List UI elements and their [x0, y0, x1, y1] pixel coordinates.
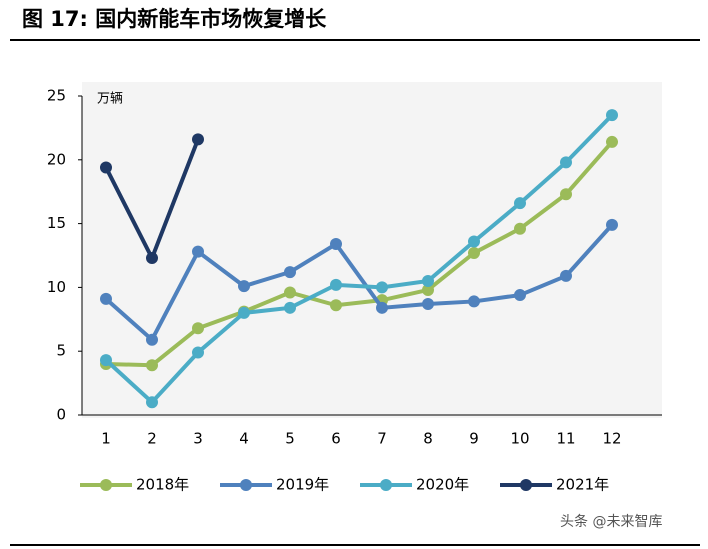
- x-tick-label: 6: [331, 430, 341, 448]
- data-point: [606, 135, 618, 148]
- data-point: [514, 222, 526, 235]
- x-tick-label: 11: [556, 430, 575, 448]
- data-point: [422, 275, 434, 288]
- data-point: [422, 283, 434, 296]
- data-point: [100, 354, 112, 367]
- x-tick-label: 10: [510, 430, 529, 448]
- x-tick-label: 1: [101, 430, 111, 448]
- data-point: [560, 269, 572, 282]
- data-point: [238, 280, 250, 293]
- x-tick-label: 7: [377, 430, 387, 448]
- series-line: [105, 140, 614, 368]
- data-point: [468, 246, 480, 259]
- data-point: [146, 252, 158, 265]
- y-tick-label: 20: [47, 150, 66, 168]
- data-point: [514, 197, 526, 210]
- data-point: [192, 346, 204, 359]
- legend-marker: [520, 479, 532, 491]
- x-tick-label: 8: [423, 430, 433, 448]
- data-point: [146, 359, 158, 372]
- y-unit: 万辆: [97, 92, 123, 107]
- chart-title: 图 17: 国内新能车市场恢复增长: [22, 7, 327, 31]
- y-tick-label: 15: [47, 214, 66, 232]
- x-tick-label: 5: [285, 430, 295, 448]
- data-point: [606, 218, 618, 231]
- data-point: [100, 292, 112, 305]
- x-tick-label: 2: [147, 430, 157, 448]
- data-point: [514, 289, 526, 302]
- y-tick-label: 25: [47, 87, 66, 105]
- watermark: 头条 @未来智库: [560, 513, 662, 530]
- series-line: [104, 223, 614, 343]
- x-tick-label: 9: [469, 430, 479, 448]
- data-point: [146, 333, 158, 346]
- y-tick-label: 10: [47, 278, 66, 296]
- legend-marker: [100, 479, 112, 491]
- data-point: [146, 396, 158, 409]
- data-point: [330, 238, 342, 251]
- data-point: [560, 156, 572, 169]
- legend-label: 2018年: [136, 476, 189, 494]
- data-point: [376, 301, 388, 314]
- y-tick-label: 0: [56, 406, 66, 424]
- data-point: [468, 295, 480, 308]
- data-point: [238, 306, 250, 319]
- data-point: [192, 245, 204, 258]
- data-point: [284, 301, 296, 314]
- data-point: [192, 133, 204, 146]
- plot-background: [82, 82, 662, 418]
- x-tick-label: 3: [193, 430, 203, 448]
- legend-label: 2021年: [556, 476, 609, 494]
- data-point: [560, 188, 572, 201]
- legend-label: 2019年: [276, 476, 329, 494]
- legend-marker: [240, 479, 252, 491]
- data-point: [606, 109, 618, 122]
- data-point: [330, 278, 342, 291]
- series-line: [104, 113, 614, 406]
- data-point: [422, 297, 434, 310]
- y-tick-label: 5: [56, 342, 66, 360]
- legend-marker: [380, 479, 392, 491]
- data-point: [330, 299, 342, 312]
- x-tick-label: 12: [602, 430, 621, 448]
- data-point: [376, 281, 388, 294]
- data-point: [192, 322, 204, 335]
- x-tick-label: 4: [239, 430, 249, 448]
- data-point: [284, 286, 296, 299]
- data-point: [100, 161, 112, 174]
- legend-label: 2020年: [416, 476, 469, 494]
- data-point: [284, 266, 296, 279]
- data-point: [468, 235, 480, 248]
